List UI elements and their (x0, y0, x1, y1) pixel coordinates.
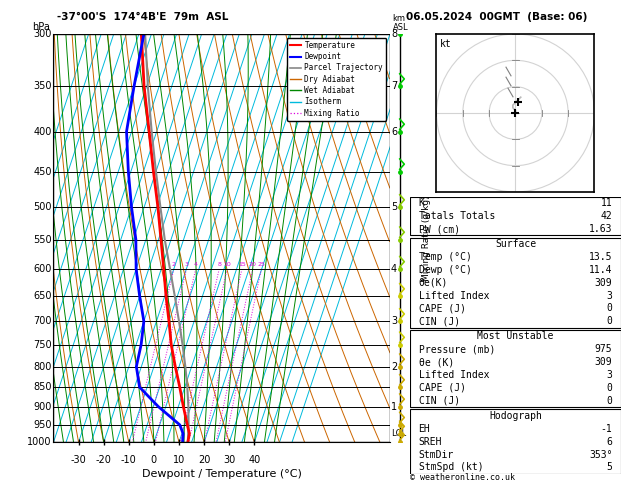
Text: -30: -30 (70, 454, 86, 465)
Text: 11.4: 11.4 (589, 265, 613, 275)
Text: 30: 30 (223, 454, 235, 465)
Text: kt: kt (440, 39, 452, 49)
Text: 1000: 1000 (27, 437, 52, 447)
Bar (410, 330, 621, 407)
Text: 975: 975 (595, 344, 613, 354)
Text: 3: 3 (606, 370, 613, 380)
Text: 950: 950 (33, 420, 52, 430)
Text: CIN (J): CIN (J) (418, 316, 460, 327)
Text: 2: 2 (172, 262, 176, 267)
Legend: Temperature, Dewpoint, Parcel Trajectory, Dry Adiabat, Wet Adiabat, Isotherm, Mi: Temperature, Dewpoint, Parcel Trajectory… (287, 38, 386, 121)
Text: 850: 850 (33, 382, 52, 392)
Text: © weatheronline.co.uk: © weatheronline.co.uk (410, 473, 515, 482)
Text: EH: EH (418, 424, 430, 434)
Text: 06.05.2024  00GMT  (Base: 06): 06.05.2024 00GMT (Base: 06) (406, 12, 587, 22)
Text: Temp (°C): Temp (°C) (418, 252, 471, 262)
Text: SREH: SREH (418, 436, 442, 447)
Text: Surface: Surface (495, 239, 536, 249)
Text: 0: 0 (151, 454, 157, 465)
Bar (410, 238, 621, 328)
Text: 20: 20 (249, 262, 257, 267)
Text: CAPE (J): CAPE (J) (418, 303, 465, 313)
Bar (410, 410, 621, 474)
Text: 20: 20 (198, 454, 210, 465)
Text: 600: 600 (33, 264, 52, 274)
Text: -37°00'S  174°4B'E  79m  ASL: -37°00'S 174°4B'E 79m ASL (57, 12, 228, 22)
Text: 500: 500 (33, 202, 52, 212)
Text: 10: 10 (223, 262, 231, 267)
Text: CIN (J): CIN (J) (418, 396, 460, 406)
Text: CAPE (J): CAPE (J) (418, 383, 465, 393)
Text: 3: 3 (391, 316, 397, 326)
Text: 40: 40 (248, 454, 260, 465)
Text: 900: 900 (33, 401, 52, 412)
Text: 15: 15 (238, 262, 246, 267)
Text: 8: 8 (217, 262, 221, 267)
Text: StmSpd (kt): StmSpd (kt) (418, 462, 483, 472)
Text: 353°: 353° (589, 450, 613, 460)
Text: -10: -10 (121, 454, 136, 465)
Text: -20: -20 (96, 454, 111, 465)
Text: 5: 5 (391, 202, 398, 212)
Text: 10: 10 (173, 454, 185, 465)
Text: Most Unstable: Most Unstable (477, 331, 554, 342)
Text: 400: 400 (33, 126, 52, 137)
Text: 300: 300 (33, 29, 52, 39)
Text: 25: 25 (257, 262, 265, 267)
Text: PW (cm): PW (cm) (418, 224, 460, 234)
Text: 450: 450 (33, 167, 52, 176)
Text: 2: 2 (391, 362, 398, 372)
Text: 1.63: 1.63 (589, 224, 613, 234)
Text: 550: 550 (33, 235, 52, 244)
Text: 7: 7 (391, 81, 398, 91)
Text: 350: 350 (33, 81, 52, 91)
Text: 8: 8 (391, 29, 397, 39)
Text: 0: 0 (606, 396, 613, 406)
Text: 650: 650 (33, 291, 52, 301)
Text: Dewp (°C): Dewp (°C) (418, 265, 471, 275)
Text: 700: 700 (33, 316, 52, 326)
Text: θe(K): θe(K) (418, 278, 448, 288)
Text: -1: -1 (601, 424, 613, 434)
Text: 11: 11 (601, 198, 613, 208)
Text: 800: 800 (33, 362, 52, 372)
Text: θe (K): θe (K) (418, 357, 454, 367)
Text: 0: 0 (606, 383, 613, 393)
Text: Mixing Ratio (g/kg): Mixing Ratio (g/kg) (423, 195, 431, 281)
Text: K: K (418, 198, 425, 208)
Text: Lifted Index: Lifted Index (418, 291, 489, 301)
Text: Pressure (mb): Pressure (mb) (418, 344, 495, 354)
Text: 0: 0 (606, 316, 613, 327)
Text: 4: 4 (391, 264, 397, 274)
Text: 3: 3 (606, 291, 613, 301)
Text: 309: 309 (595, 357, 613, 367)
Text: 42: 42 (601, 211, 613, 221)
Text: 4: 4 (194, 262, 198, 267)
Text: 13.5: 13.5 (589, 252, 613, 262)
Text: LCL: LCL (391, 429, 406, 438)
Text: 309: 309 (595, 278, 613, 288)
Text: hPa: hPa (32, 21, 50, 32)
Text: StmDir: StmDir (418, 450, 454, 460)
Text: 6: 6 (391, 126, 397, 137)
Text: 750: 750 (33, 340, 52, 350)
Text: km
ASL: km ASL (392, 14, 408, 32)
Bar (410, 197, 621, 235)
Text: 0: 0 (606, 303, 613, 313)
Text: Hodograph: Hodograph (489, 411, 542, 421)
Text: 1: 1 (391, 401, 397, 412)
Text: Lifted Index: Lifted Index (418, 370, 489, 380)
Text: Dewpoint / Temperature (°C): Dewpoint / Temperature (°C) (142, 469, 302, 479)
Text: 6: 6 (606, 436, 613, 447)
Text: Totals Totals: Totals Totals (418, 211, 495, 221)
Text: 5: 5 (606, 462, 613, 472)
Text: 3: 3 (184, 262, 189, 267)
